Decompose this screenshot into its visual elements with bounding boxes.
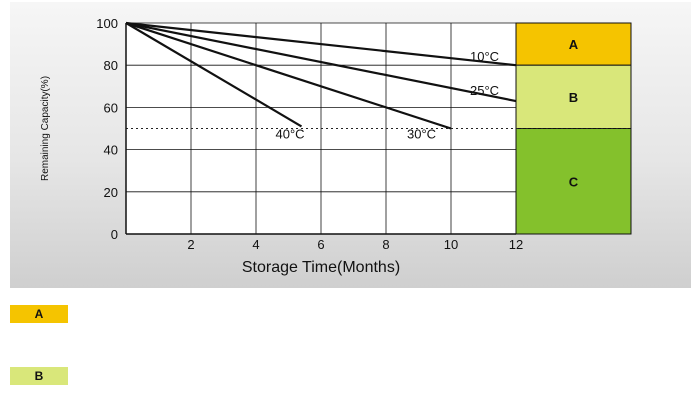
x-axis-label: Storage Time(Months) [242,259,400,276]
legend-chip-a: A [10,305,68,323]
series-label-40c: 40°C [276,126,305,141]
series-label-30c: 30°C [407,127,436,142]
legend-item-b: B [10,367,68,385]
y-tick-label-40: 40 [104,143,118,158]
series-line-25c [125,21,517,103]
y-tick-label-60: 60 [104,100,118,115]
chart-panel: A B C 2 4 6 8 10 12 0 20 40 60 80 100 Storage Time(Mont… [10,2,691,288]
y-tick-label-20: 20 [104,185,118,200]
zone-label-b: B [569,90,578,105]
legend-item-a: A [10,305,68,323]
zone-label-c: C [569,174,579,189]
legend-label-a: A [34,307,44,321]
x-tick-label-4: 4 [252,237,259,252]
y-tick-label-0: 0 [111,227,118,242]
x-tick-label-2: 2 [187,237,194,252]
legend-label-b: B [34,369,44,383]
zone-c [515,128,632,235]
capacity-chart: A B C 2 4 6 8 10 12 0 20 40 60 80 100 Storage Time(Mont… [40,16,632,276]
y-tick-label-80: 80 [104,58,118,73]
series-label-25c: 25°C [470,83,499,98]
x-tick-label-10: 10 [444,237,458,252]
series-line-10c [125,21,517,67]
zone-b [515,64,632,129]
x-tick-label-12: 12 [509,237,523,252]
y-tick-label-100: 100 [96,16,118,31]
y-axis-label: Remaining Capacity(%) [40,76,51,181]
series-line-40c [125,22,303,128]
zone-label-a: A [569,37,579,52]
x-tick-label-6: 6 [317,237,324,252]
x-tick-label-8: 8 [382,237,389,252]
legend-chip-b: B [10,367,68,385]
series-label-10c: 10°C [470,49,499,64]
zone-a [515,22,632,66]
series-line-30c [125,21,452,130]
